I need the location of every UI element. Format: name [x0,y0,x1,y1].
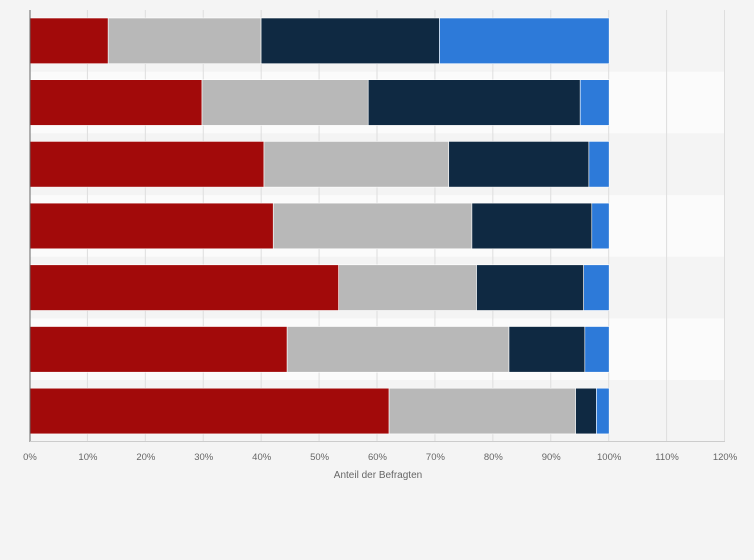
x-tick-labels: 0% 10% 20% 30% 40% 50% 60% 70% 80% 90% 100% 110% 120… [23,452,738,463]
bar-segment [471,202,593,250]
bar-segment [29,17,109,65]
x-tick-label: 20% [136,452,156,463]
x-tick-label: 70% [426,452,446,463]
bar-segment [575,387,597,435]
bar-segment [107,17,262,65]
bar-segment [29,387,390,435]
x-tick-label: 10% [78,452,98,463]
x-tick-label: 90% [542,452,562,463]
x-tick-label: 110% [655,452,679,463]
x-tick-label: 40% [252,452,272,463]
x-tick-label: 30% [194,452,214,463]
bar-segment [388,387,576,435]
x-tick-label: 120% [713,452,738,463]
x-tick-label: 50% [310,452,330,463]
bar-segment [591,202,610,250]
bar-segment [579,79,610,126]
bar-segment [596,387,610,435]
bar-segment [29,264,339,311]
bar-segment [367,79,581,126]
bar-segment [29,326,288,373]
bar-segment [29,202,274,250]
bar-segment [476,264,584,311]
x-tick-label: 60% [368,452,388,463]
x-tick-label: 100% [597,452,622,463]
bar-segment [29,79,203,126]
bar-segment [201,79,369,126]
bar-segment [584,326,610,373]
x-tick-label: 0% [23,452,37,463]
bar-segment [439,17,610,65]
bar-segment [29,141,265,188]
bar-segment [338,264,477,311]
bar-segment [448,141,590,188]
bar-segment [286,326,510,373]
x-axis-title: Anteil der Befragten [334,470,422,481]
bar-segment [583,264,610,311]
bar-segment [272,202,473,250]
x-tick-label: 80% [484,452,504,463]
bar-segments [29,17,610,435]
bar-segment [260,17,440,65]
bar-segment [508,326,586,373]
bar-segment [588,141,610,188]
bar-segment [263,141,450,188]
